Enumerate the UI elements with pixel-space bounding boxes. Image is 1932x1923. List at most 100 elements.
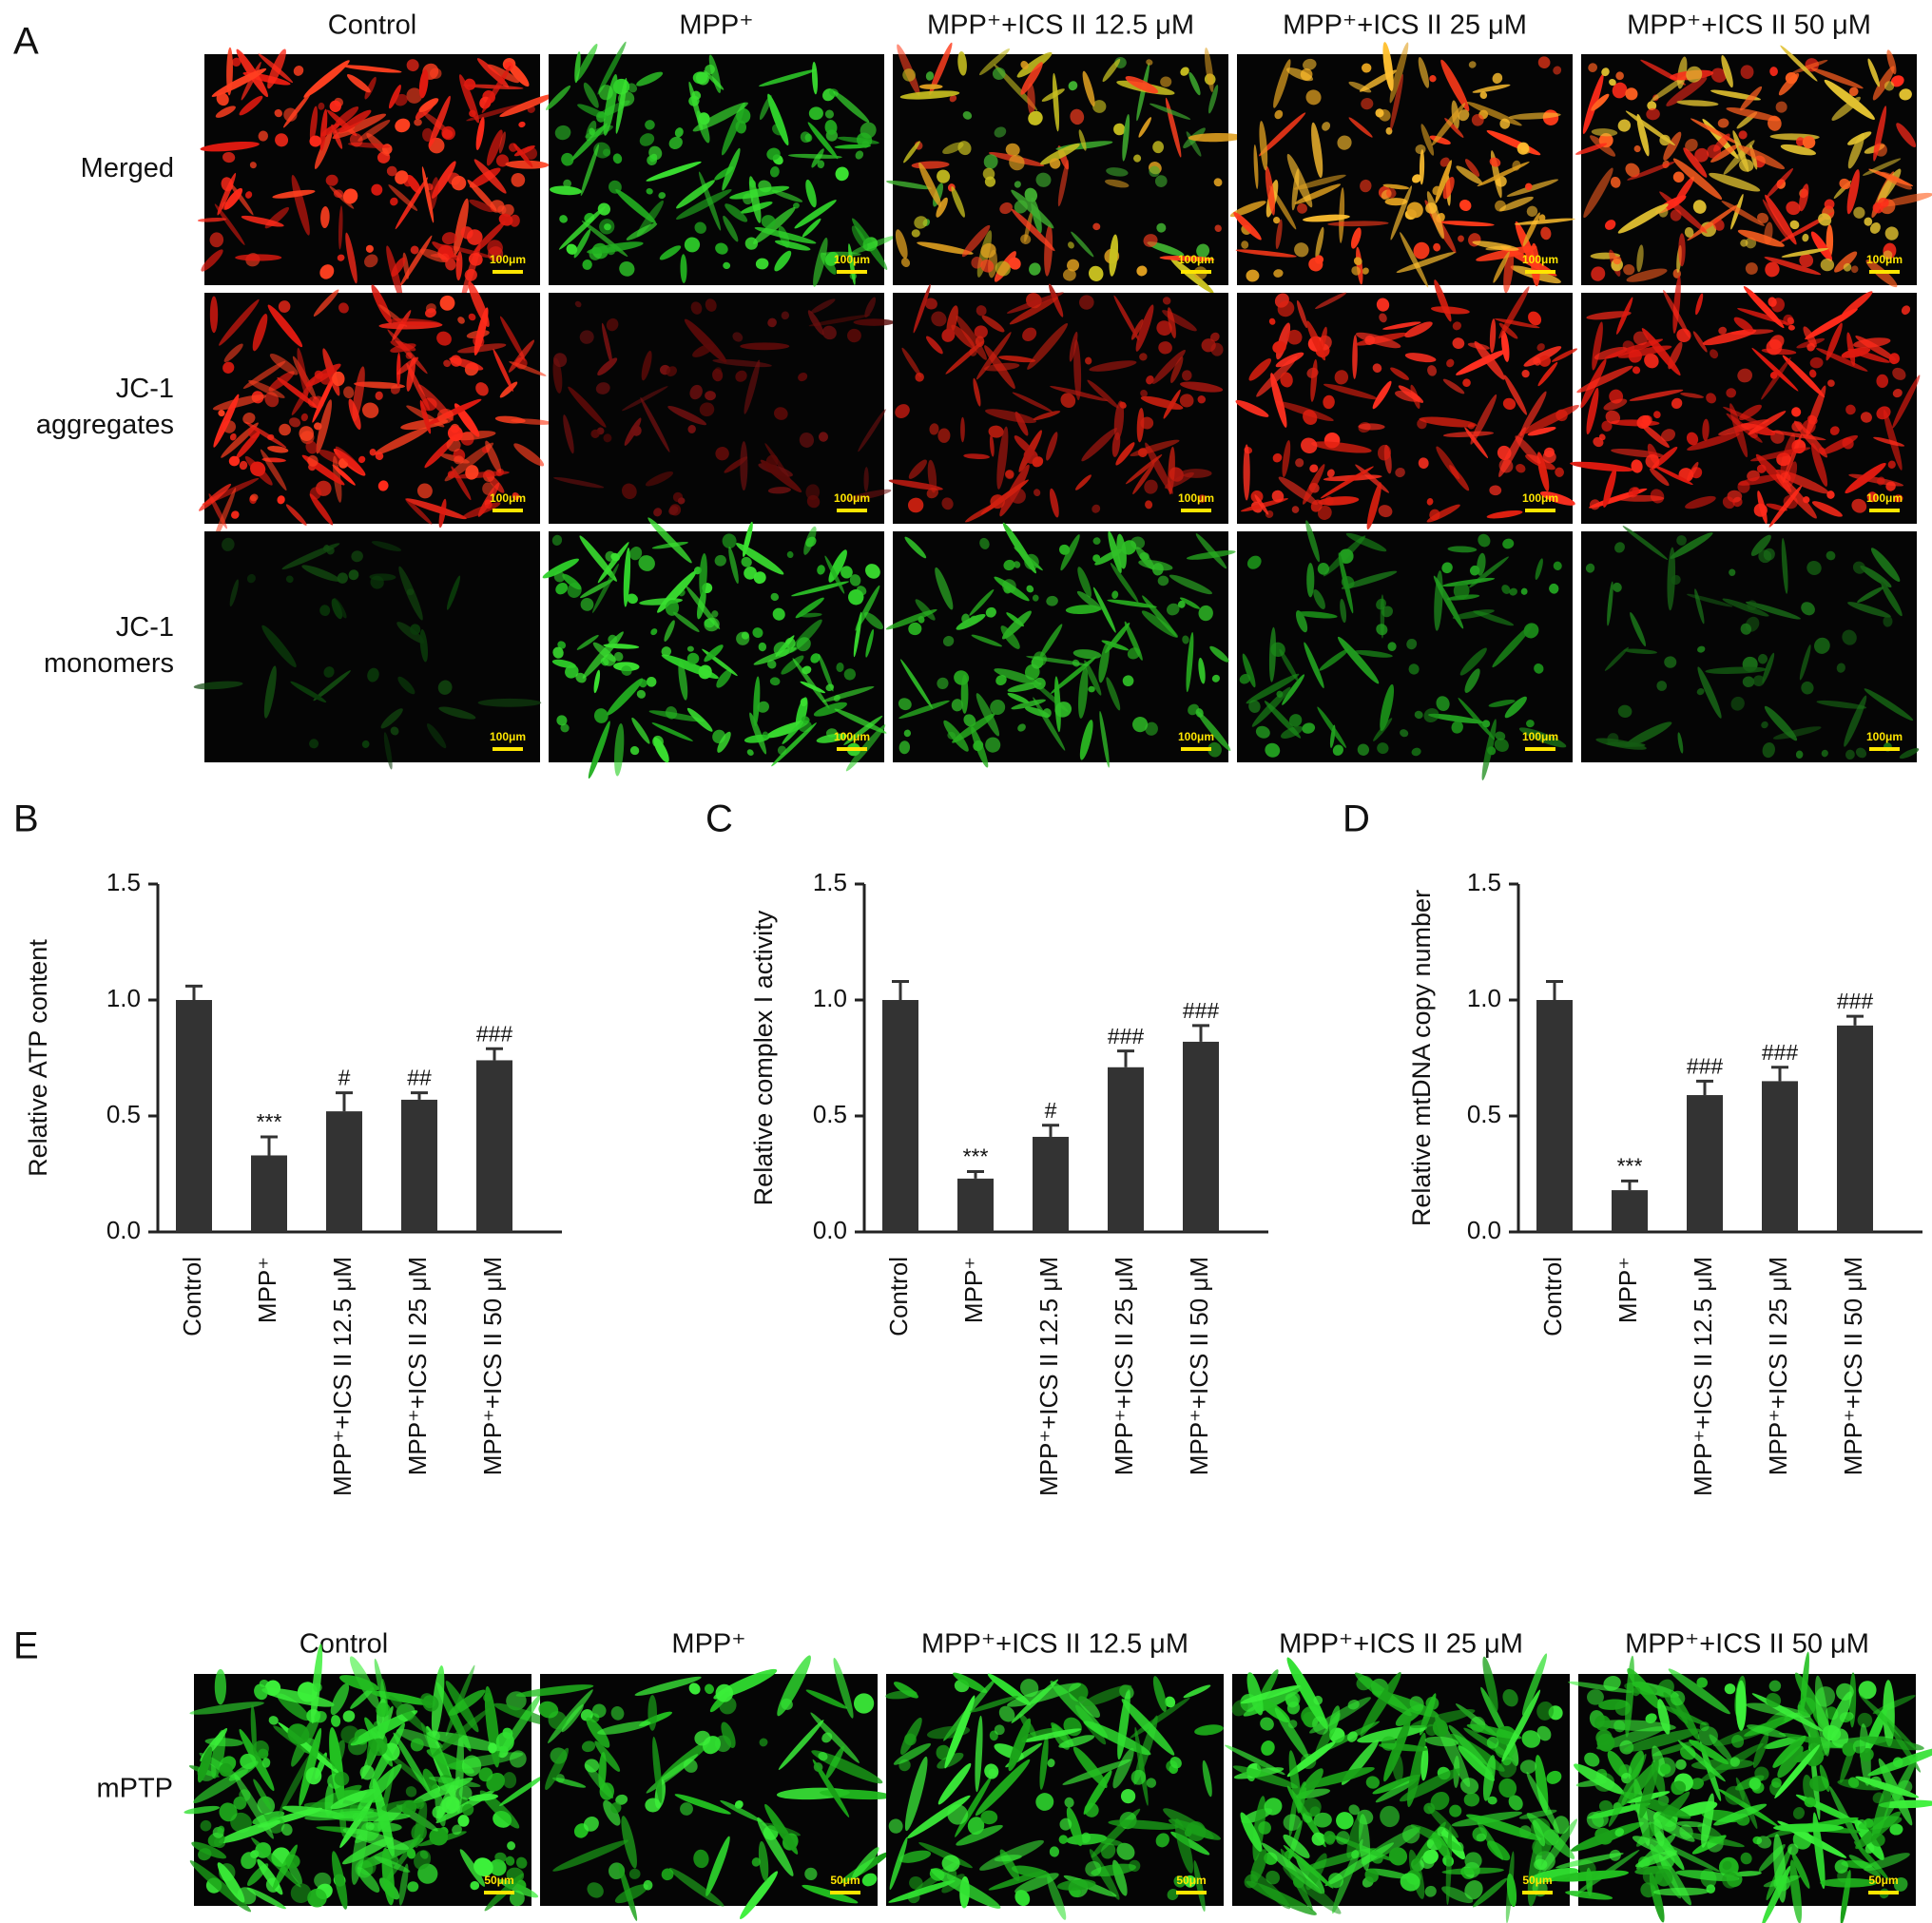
cell	[1022, 327, 1037, 341]
significance-label: ###	[1687, 1053, 1724, 1078]
significance-label: ###	[1183, 998, 1220, 1023]
cell	[215, 106, 236, 118]
cell	[1684, 227, 1694, 238]
cell	[418, 98, 439, 113]
cell	[1012, 392, 1053, 413]
cell	[1456, 349, 1507, 375]
cell	[352, 366, 365, 422]
cell	[653, 737, 669, 763]
cell	[1446, 358, 1455, 368]
cell	[1601, 420, 1613, 432]
cell	[1345, 532, 1387, 552]
cell	[1272, 340, 1286, 354]
cell	[563, 179, 571, 188]
column-header: MPP⁺+ICS II 25 μM	[1283, 10, 1527, 41]
cell	[1442, 431, 1495, 437]
cell	[1687, 203, 1740, 241]
cell	[1709, 172, 1761, 192]
cell	[1198, 494, 1207, 503]
significance-label: ###	[1837, 989, 1874, 1013]
cell	[735, 370, 747, 382]
cell	[1440, 59, 1470, 112]
cell	[1372, 363, 1382, 374]
y-tick-label: 1.0	[1467, 984, 1501, 1012]
cell	[714, 367, 723, 375]
cell	[1011, 208, 1055, 252]
cell	[275, 133, 289, 147]
cell	[752, 627, 763, 638]
cell	[552, 353, 568, 368]
cell	[858, 409, 886, 452]
cell	[1806, 385, 1826, 436]
cell	[951, 699, 963, 712]
cell	[461, 1755, 482, 1777]
cell	[1549, 583, 1559, 594]
cell	[759, 68, 817, 87]
y-axis-label: Relative complex I activity	[749, 910, 778, 1205]
cell	[290, 681, 327, 703]
cell	[1843, 262, 1852, 272]
cell	[1355, 332, 1401, 349]
cell	[1306, 562, 1315, 598]
cell	[364, 254, 378, 268]
panel-label: D	[1343, 798, 1370, 840]
cell	[911, 229, 920, 238]
cell	[583, 82, 599, 108]
cell	[371, 284, 392, 324]
cell	[1442, 378, 1465, 394]
cell	[1452, 609, 1495, 620]
cell	[1768, 485, 1803, 528]
cell	[1575, 143, 1608, 155]
cell	[1446, 594, 1480, 601]
cell	[510, 214, 520, 227]
cell	[1816, 700, 1867, 709]
cell	[244, 191, 253, 199]
cell	[1883, 250, 1893, 260]
cell	[439, 295, 455, 311]
cell	[1017, 723, 1026, 732]
cell	[902, 68, 916, 82]
cell	[1387, 642, 1397, 651]
cell	[1208, 85, 1219, 114]
cell	[855, 150, 864, 160]
cell	[908, 622, 922, 636]
cell	[722, 147, 741, 191]
cell	[454, 455, 464, 465]
cell	[1477, 162, 1530, 187]
cell	[680, 254, 687, 283]
cell	[1692, 331, 1708, 353]
cell	[406, 59, 419, 72]
cell	[1827, 379, 1835, 387]
cell	[511, 418, 553, 425]
cell	[1414, 710, 1423, 720]
cell	[781, 655, 804, 675]
cell	[279, 1751, 314, 1816]
cell	[766, 660, 777, 669]
significance-label: ###	[1762, 1040, 1799, 1065]
cell	[913, 283, 931, 334]
cell	[1467, 423, 1476, 430]
cell	[1073, 339, 1082, 401]
cell	[1839, 178, 1851, 190]
cell	[1824, 79, 1875, 120]
cell	[1883, 409, 1903, 471]
cell	[1140, 395, 1184, 410]
cell	[689, 384, 703, 400]
cell	[470, 1880, 480, 1891]
cell	[504, 61, 513, 71]
cell	[770, 592, 780, 602]
scale-bar-label: 100μm	[1522, 491, 1558, 505]
cell	[1167, 307, 1176, 338]
cell	[1210, 342, 1224, 356]
cell	[1495, 731, 1506, 740]
cell	[1892, 388, 1903, 398]
cell	[505, 160, 550, 169]
cell	[1826, 490, 1835, 499]
cell	[454, 198, 469, 256]
cell	[1641, 328, 1681, 376]
cell	[1472, 84, 1511, 93]
cell	[1209, 332, 1220, 342]
cell	[1002, 579, 1016, 593]
cell	[807, 310, 824, 336]
cell	[1132, 717, 1149, 733]
